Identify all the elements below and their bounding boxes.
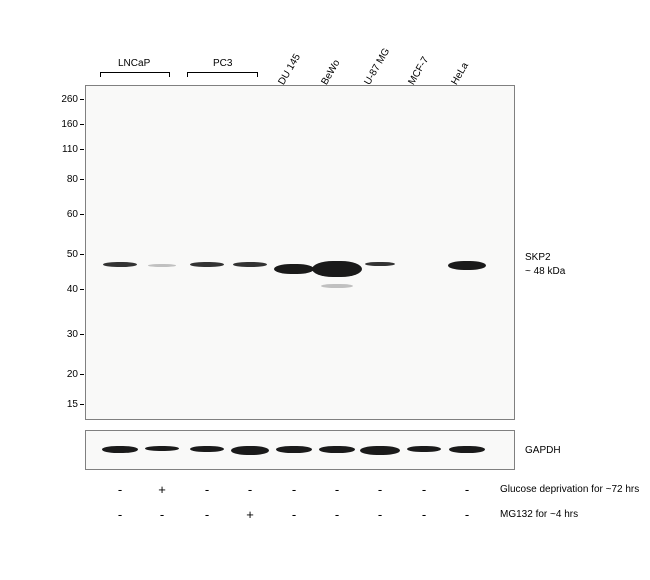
- main-blot: [85, 85, 515, 420]
- treatment-label: MG132 for ~4 hrs: [500, 509, 578, 520]
- mw-marker: 15: [48, 399, 78, 410]
- treatment-symbol: -: [370, 482, 390, 497]
- mw-marker: 50: [48, 249, 78, 260]
- band-skp2: [190, 262, 224, 267]
- band-gapdh: [102, 446, 138, 453]
- loading-name: GAPDH: [525, 445, 561, 456]
- target-name: SKP2: [525, 252, 551, 263]
- mw-tick: [80, 289, 84, 290]
- mw-tick: [80, 404, 84, 405]
- group-bar: [100, 72, 170, 73]
- treatment-symbol: -: [414, 482, 434, 497]
- mw-marker: 260: [48, 94, 78, 105]
- band-skp2: [448, 261, 486, 270]
- band-skp2: [312, 261, 362, 277]
- mw-tick: [80, 124, 84, 125]
- treatment-symbol: -: [240, 482, 260, 497]
- treatment-symbol: -: [414, 507, 434, 522]
- treatment-symbol: -: [370, 507, 390, 522]
- lane-label: MCF-7: [406, 55, 431, 87]
- group-label: PC3: [213, 58, 232, 69]
- treatment-label: Glucose deprivation for ~72 hrs: [500, 484, 639, 495]
- mw-tick: [80, 254, 84, 255]
- band-gapdh: [145, 446, 179, 451]
- band-gapdh: [231, 446, 269, 455]
- treatment-symbol: -: [327, 482, 347, 497]
- mw-tick: [80, 179, 84, 180]
- lane-label: U-87 MG: [362, 46, 392, 87]
- treatment-symbol: +: [240, 507, 260, 522]
- mw-tick: [80, 334, 84, 335]
- treatment-symbol: -: [284, 507, 304, 522]
- mw-tick: [80, 149, 84, 150]
- mw-marker: 20: [48, 369, 78, 380]
- lane-label: BeWo: [319, 58, 342, 87]
- mw-tick: [80, 374, 84, 375]
- group-bar: [187, 72, 258, 73]
- mw-marker: 110: [48, 144, 78, 155]
- lane-label: DU 145: [276, 52, 302, 87]
- band-gapdh: [449, 446, 485, 453]
- treatment-symbol: +: [152, 482, 172, 497]
- mw-tick: [80, 99, 84, 100]
- treatment-symbol: -: [110, 507, 130, 522]
- mw-tick: [80, 214, 84, 215]
- treatment-symbol: -: [197, 482, 217, 497]
- band-skp2: [321, 284, 353, 288]
- mw-marker: 160: [48, 119, 78, 130]
- band-skp2: [103, 262, 137, 267]
- treatment-symbol: -: [327, 507, 347, 522]
- treatment-symbol: -: [457, 482, 477, 497]
- band-gapdh: [407, 446, 441, 452]
- mw-marker: 40: [48, 284, 78, 295]
- group-label: LNCaP: [118, 58, 150, 69]
- treatment-symbol: -: [457, 507, 477, 522]
- treatment-symbol: -: [197, 507, 217, 522]
- treatment-symbol: -: [110, 482, 130, 497]
- mw-marker: 60: [48, 209, 78, 220]
- band-skp2: [365, 262, 395, 266]
- mw-marker: 80: [48, 174, 78, 185]
- band-gapdh: [276, 446, 312, 453]
- blot-figure: 260 160 110 80 60 50 40 30 20 15 LNCaP PC3 DU 145 BeW…: [0, 0, 650, 580]
- band-skp2: [274, 264, 314, 274]
- band-gapdh: [190, 446, 224, 452]
- band-skp2: [233, 262, 267, 267]
- treatment-symbol: -: [284, 482, 304, 497]
- band-gapdh: [319, 446, 355, 453]
- band-skp2: [148, 264, 176, 267]
- band-gapdh: [360, 446, 400, 455]
- target-mw: ~ 48 kDa: [525, 266, 565, 277]
- mw-marker: 30: [48, 329, 78, 340]
- treatment-symbol: -: [152, 507, 172, 522]
- lane-label: HeLa: [449, 61, 470, 87]
